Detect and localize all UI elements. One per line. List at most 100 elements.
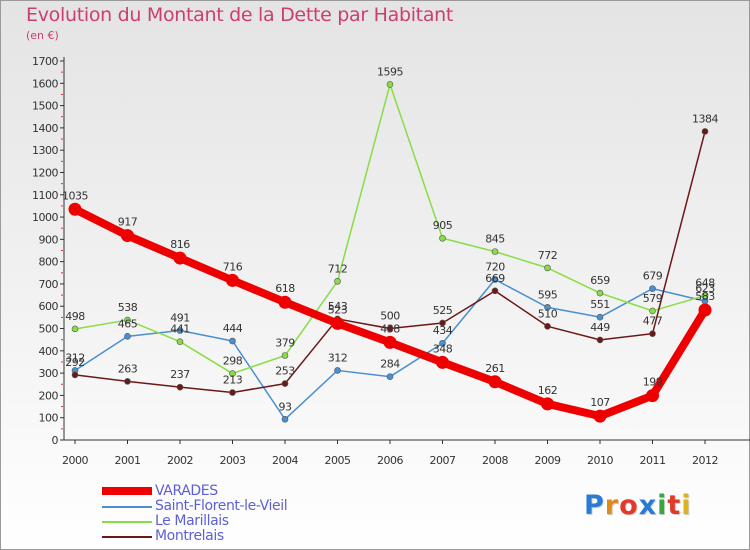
data-point (439, 339, 446, 347)
data-label: 579 (643, 292, 663, 305)
data-point (124, 333, 131, 340)
data-label: 253 (275, 365, 295, 378)
data-label: 199 (643, 376, 663, 389)
data-point (281, 352, 289, 359)
data-label: 500 (380, 310, 400, 323)
data-label: 284 (380, 358, 400, 371)
logo-letter: t (667, 490, 682, 521)
data-label: 93 (279, 400, 292, 413)
data-label: 444 (223, 322, 243, 335)
series-line (74, 278, 706, 421)
data-point (544, 322, 551, 330)
data-point (281, 415, 289, 423)
data-point (386, 373, 394, 380)
x-tick-label: 2011 (640, 454, 666, 467)
data-point (488, 375, 502, 389)
data-label: 720 (485, 260, 505, 273)
data-label: 712 (328, 262, 348, 275)
data-label: 441 (170, 323, 190, 336)
chart-series (68, 81, 712, 423)
data-point (68, 202, 82, 216)
data-label: 595 (538, 288, 558, 301)
data-label: 659 (590, 274, 610, 287)
data-label: 669 (485, 272, 505, 285)
logo-letter: x (638, 490, 658, 521)
data-label: 348 (433, 342, 453, 355)
data-label: 438 (380, 322, 400, 335)
data-label: 1595 (377, 65, 403, 78)
data-point (71, 325, 79, 333)
legend-label-le-marillais: Le Marillais (155, 513, 229, 529)
y-tick-label: 1100 (32, 189, 58, 202)
data-point (491, 248, 499, 255)
data-point (226, 273, 239, 287)
y-tick-label: 1700 (32, 55, 58, 68)
y-tick-label: 700 (39, 278, 59, 291)
data-label: 213 (223, 374, 243, 387)
data-label: 525 (433, 304, 453, 317)
data-point (173, 251, 187, 265)
legend-swatch-montrelais (102, 536, 152, 538)
data-label: 648 (695, 277, 715, 290)
data-label: 162 (538, 384, 558, 397)
data-label: 538 (118, 301, 138, 314)
data-label: 477 (643, 315, 663, 328)
proxiti-logo: Proxiti (584, 490, 692, 521)
series-saint-florent-le-vieil (71, 276, 709, 423)
data-label: 491 (170, 312, 190, 325)
data-point (698, 303, 712, 317)
x-tick-label: 2008 (482, 454, 508, 467)
data-label: 679 (643, 270, 663, 283)
data-point (176, 383, 184, 391)
data-point (278, 295, 292, 309)
data-label: 465 (118, 317, 138, 330)
data-label: 434 (433, 324, 453, 337)
data-point (596, 289, 604, 297)
data-point (176, 338, 184, 345)
chart-data-labels: 1035 917 816 716 618 523 438 348 261 162 107 199 583… (62, 65, 719, 413)
data-point (544, 304, 551, 311)
logo-letter: r (604, 490, 620, 521)
data-point (593, 409, 607, 423)
legend-label-saint-florent: Saint-Florent-le-Vieil (155, 498, 288, 514)
data-label: 263 (118, 362, 138, 375)
y-tick-label: 600 (39, 300, 59, 313)
y-tick-label: 1500 (32, 100, 58, 113)
data-label: 261 (485, 362, 505, 375)
y-tick-label: 0 (52, 434, 59, 447)
x-tick-label: 2009 (535, 454, 561, 467)
y-tick-label: 200 (39, 389, 59, 402)
x-tick-label: 2000 (62, 454, 88, 467)
data-point (71, 371, 79, 379)
x-tick-label: 2001 (115, 454, 141, 467)
chart-axes: 0 100 200 300 400 500 600 700 800 900 1000 1100 1200… (32, 55, 750, 467)
x-tick-label: 2005 (325, 454, 351, 467)
data-point (439, 234, 446, 242)
data-point (596, 336, 604, 344)
logo-letter: P (584, 490, 605, 521)
data-point (334, 277, 341, 285)
data-point (649, 307, 656, 315)
data-label: 551 (590, 298, 610, 311)
x-tick-label: 2004 (272, 454, 298, 467)
chart-subtitle: (en €) (26, 29, 59, 42)
data-point (646, 389, 659, 403)
chart-title: Evolution du Montant de la Dette par Hab… (26, 4, 454, 26)
data-label: 379 (275, 337, 295, 350)
data-point (229, 337, 236, 345)
y-tick-label: 1400 (32, 122, 58, 135)
x-tick-label: 2006 (377, 454, 403, 467)
data-label: 816 (170, 238, 190, 251)
data-point (176, 327, 184, 334)
data-label: 772 (538, 249, 558, 262)
y-tick-label: 300 (39, 367, 59, 380)
data-point (701, 128, 709, 135)
data-label: 312 (328, 351, 348, 364)
data-label: 498 (65, 310, 85, 323)
logo-letter: o (619, 490, 639, 521)
data-point (229, 370, 236, 377)
data-point (334, 367, 341, 374)
data-label: 1035 (62, 189, 88, 202)
